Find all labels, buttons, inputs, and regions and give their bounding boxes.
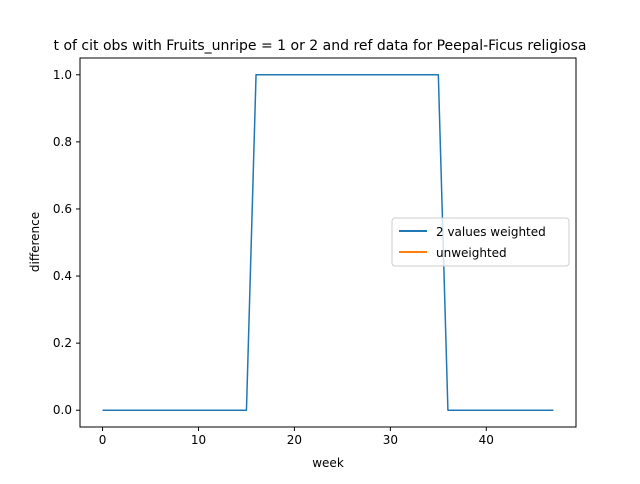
y-axis-label: difference <box>28 212 42 272</box>
y-tick-label: 1.0 <box>53 68 72 82</box>
y-tick-label: 0.2 <box>53 336 72 350</box>
x-axis: 0 10 20 30 40 <box>99 427 494 447</box>
legend-box <box>391 217 570 267</box>
x-tick-label: 20 <box>287 433 302 447</box>
legend: 2 values weighted unweighted <box>391 217 570 267</box>
x-tick-label: 10 <box>191 433 206 447</box>
y-tick-label: 0.0 <box>53 403 72 417</box>
legend-label-2-values-weighted: 2 values weighted <box>436 225 546 239</box>
x-tick-label: 0 <box>99 433 107 447</box>
x-axis-label: week <box>312 456 344 470</box>
y-tick-label: 0.8 <box>53 135 72 149</box>
series-line-0 <box>102 74 554 411</box>
y-axis: 0.0 0.2 0.4 0.6 0.8 1.0 <box>53 68 80 417</box>
y-tick-label: 0.6 <box>53 202 72 216</box>
y-tick-label: 0.4 <box>53 269 72 283</box>
x-tick-label: 40 <box>479 433 494 447</box>
chart-title: t of cit obs with Fruits_unripe = 1 or 2… <box>54 38 587 54</box>
legend-label-unweighted: unweighted <box>436 246 507 260</box>
x-tick-label: 30 <box>383 433 398 447</box>
series-layer <box>102 74 554 411</box>
